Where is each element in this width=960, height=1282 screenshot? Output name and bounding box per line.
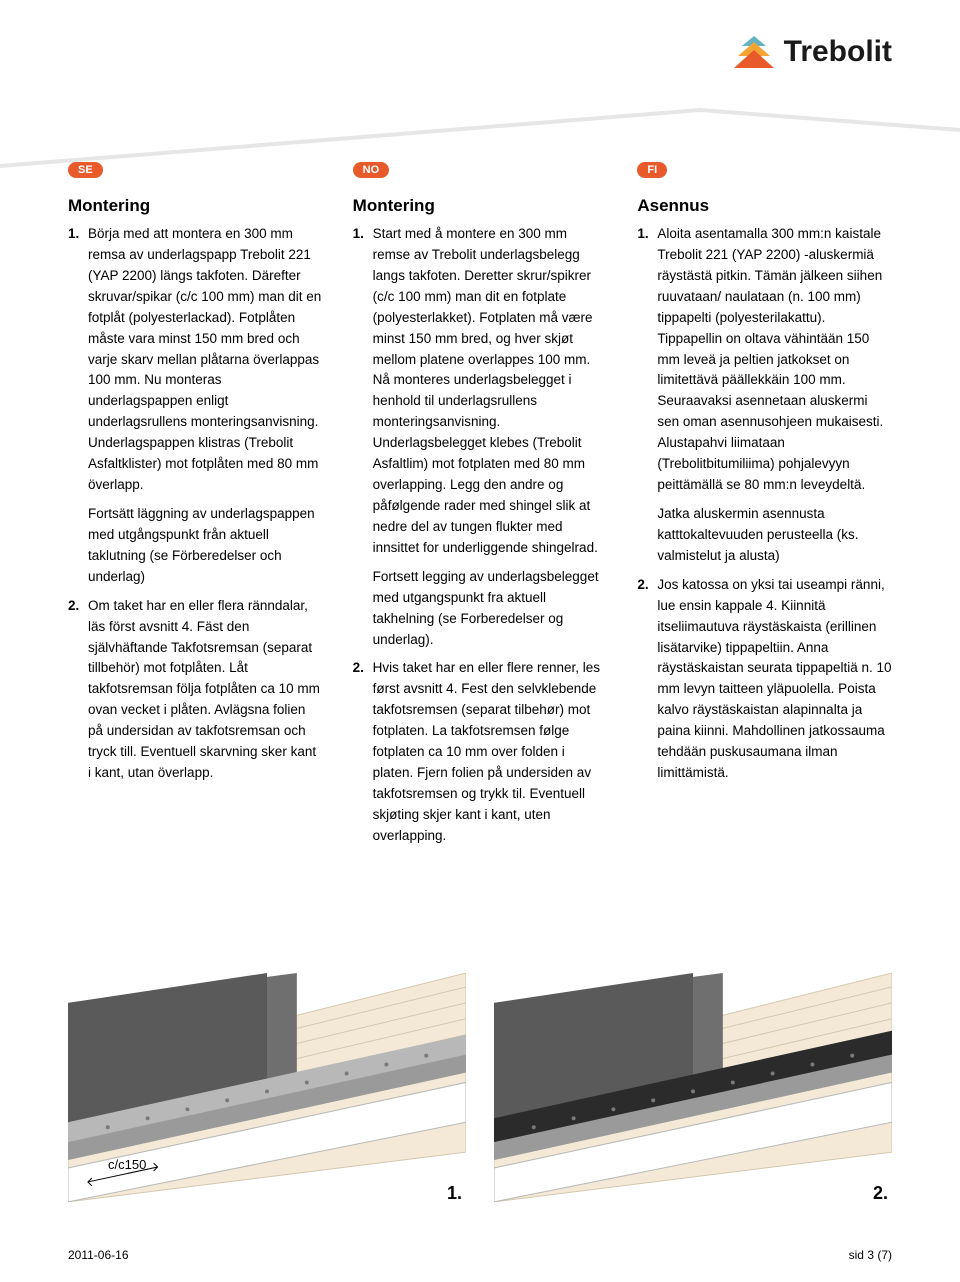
header-roofline xyxy=(0,108,960,168)
figure-1-label: c/c150 xyxy=(108,1157,146,1172)
list-item: 1. Börja med att montera en 300 mm remsa… xyxy=(68,224,323,588)
list-item: 2. Jos katossa on yksi tai useampi ränni… xyxy=(637,575,892,784)
item-text: Start med å montere en 300 mm remse av T… xyxy=(373,226,598,555)
figure-1-number: 1. xyxy=(447,1183,462,1204)
item-text: Hvis taket har en eller flere renner, le… xyxy=(373,660,600,842)
figure-row: c/c150 1. xyxy=(68,973,892,1202)
figure-2: 2. xyxy=(494,973,892,1202)
item-text: Börja med att montera en 300 mm remsa av… xyxy=(88,226,321,492)
column-no: NO Montering 1. Start med å montere en 3… xyxy=(353,160,608,855)
item-number: 1. xyxy=(68,224,79,245)
heading-no: Montering xyxy=(353,196,608,216)
item-number: 2. xyxy=(353,658,364,679)
column-se: SE Montering 1. Börja med att montera en… xyxy=(68,160,323,855)
list-item: 1. Start med å montere en 300 mm remse a… xyxy=(353,224,608,650)
item-number: 1. xyxy=(637,224,648,245)
trebolit-icon xyxy=(734,32,774,72)
brand-logo: Trebolit xyxy=(734,32,892,72)
item-text: Jos katossa on yksi tai useampi ränni, l… xyxy=(657,577,891,780)
column-fi: FI Asennus 1. Aloita asentamalla 300 mm:… xyxy=(637,160,892,855)
item-text-cont: Fortsätt läggning av underlagspappen med… xyxy=(88,504,323,588)
item-text: Aloita asentamalla 300 mm:n kaistale Tre… xyxy=(657,226,883,492)
item-text: Om taket har en eller flera ränndalar, l… xyxy=(88,598,320,780)
list-item: 2. Hvis taket har en eller flere renner,… xyxy=(353,658,608,846)
item-text-cont: Jatka aluskermin asennusta katttokaltevu… xyxy=(657,504,892,567)
figure-1: c/c150 1. xyxy=(68,973,466,1202)
heading-fi: Asennus xyxy=(637,196,892,216)
list-se: 1. Börja med att montera en 300 mm remsa… xyxy=(68,224,323,784)
footer-page: sid 3 (7) xyxy=(849,1248,892,1262)
item-number: 2. xyxy=(68,596,79,617)
page-footer: 2011-06-16 sid 3 (7) xyxy=(68,1248,892,1262)
list-item: 2. Om taket har en eller flera ränndalar… xyxy=(68,596,323,784)
content-columns: SE Montering 1. Börja med att montera en… xyxy=(68,160,892,855)
figure-2-number: 2. xyxy=(873,1183,888,1204)
list-item: 1. Aloita asentamalla 300 mm:n kaistale … xyxy=(637,224,892,567)
list-no: 1. Start med å montere en 300 mm remse a… xyxy=(353,224,608,847)
heading-se: Montering xyxy=(68,196,323,216)
footer-date: 2011-06-16 xyxy=(68,1248,129,1262)
list-fi: 1. Aloita asentamalla 300 mm:n kaistale … xyxy=(637,224,892,784)
brand-name: Trebolit xyxy=(784,35,892,69)
item-text-cont: Fortsett legging av underlagsbelegget me… xyxy=(373,567,608,651)
figure-2-svg xyxy=(494,973,892,1202)
item-number: 2. xyxy=(637,575,648,596)
item-number: 1. xyxy=(353,224,364,245)
